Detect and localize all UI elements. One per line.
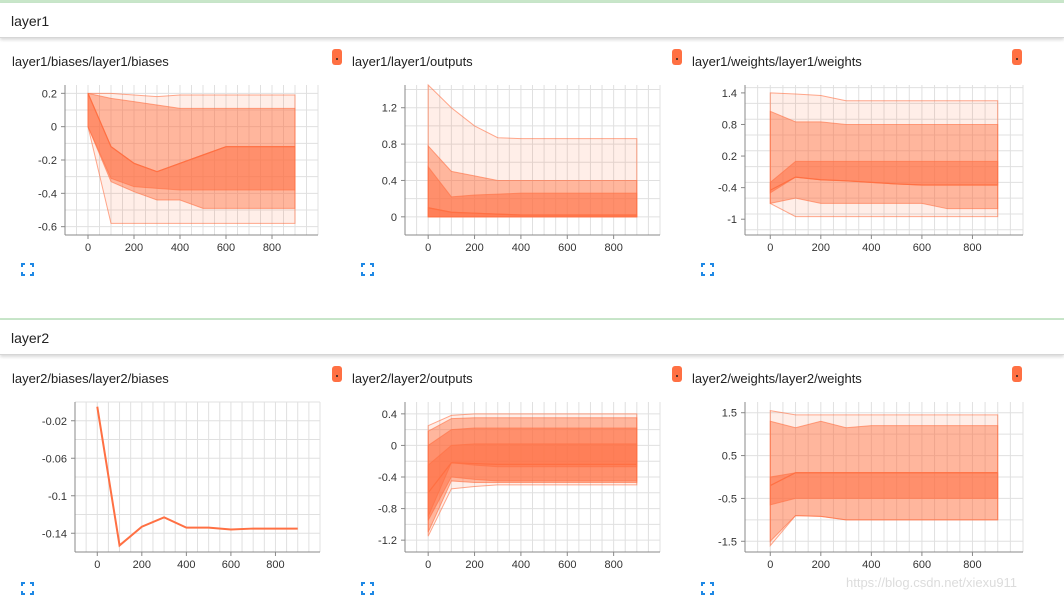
y-tick-label: 0 [51,122,57,134]
y-tick-label: 0.5 [722,451,737,463]
y-tick-label: 1.2 [382,103,397,115]
median-line [770,472,998,487]
x-tick-label: 800 [963,242,981,254]
section-title: layer2 [11,330,50,346]
histogram-chart: 0 200 400 600 800 0.4 0 -0.4 -0.8 -1.2 [378,402,661,571]
x-tick-label: 600 [558,559,576,571]
histogram-chart: 0 200 400 600 800 0.2 0 -0.2 -0.4 -0.6 [38,85,319,254]
x-tick-label: 200 [465,559,483,571]
y-tick-label: 0.8 [722,119,737,131]
chart-title: layer1/biases/layer1/biases [12,54,169,69]
y-tick-label: -0.1 [48,491,67,503]
distribution-band [427,443,638,517]
x-tick-label: 600 [913,559,931,571]
section-header-layer2[interactable]: layer2 [0,320,1064,355]
x-tick-label: 800 [266,559,284,571]
distribution-band [87,92,296,224]
x-tick-label: 0 [767,242,773,254]
x-tick-label: 800 [263,242,281,254]
x-tick-label: 600 [913,242,931,254]
y-tick-label: -1.2 [378,535,397,547]
more-vert-icon[interactable] [1012,49,1022,65]
more-vert-icon[interactable] [332,49,342,65]
y-tick-label: 0.4 [382,175,397,187]
x-tick-label: 400 [862,242,880,254]
median-line [87,93,295,173]
histogram-chart: 0 200 400 600 800 1.5 0.5 -0.5 -1.5 [718,402,1024,571]
x-tick-label: 400 [177,559,195,571]
x-tick-label: 400 [171,242,189,254]
y-tick-label: -0.4 [718,183,737,195]
x-tick-label: 800 [963,559,981,571]
x-tick-label: 0 [85,242,91,254]
y-tick-label: 0 [391,212,397,224]
distribution-band [769,110,999,210]
y-tick-label: 1.5 [722,408,737,420]
x-tick-label: 200 [812,242,830,254]
y-tick-label: 0.4 [382,409,397,421]
fullscreen-icon[interactable] [361,263,374,276]
fullscreen-icon[interactable] [21,582,34,595]
y-tick-label: 1.4 [722,88,737,100]
chart-title: layer1/weights/layer1/weights [692,54,862,69]
x-tick-label: 400 [862,559,880,571]
histogram-chart: 0 200 400 600 800 1.4 0.8 0.2 -0.4 -1 [718,85,1024,254]
more-vert-icon[interactable] [1012,366,1022,382]
y-tick-label: -0.2 [38,155,57,167]
chart-title: layer1/layer1/outputs [352,54,473,69]
y-tick-label: -0.6 [38,222,57,234]
y-tick-label: 0.8 [382,139,397,151]
median-line [428,207,637,216]
chart-title: layer2/weights/layer2/weights [692,371,862,386]
histogram-chart: 0 200 400 600 800 1.2 0.8 0.4 0 [382,83,661,254]
y-tick-label: 0.2 [42,88,57,100]
x-tick-label: 800 [604,559,622,571]
fullscreen-icon[interactable] [21,263,34,276]
median-line [96,406,298,548]
y-tick-label: -0.02 [42,416,67,428]
x-tick-label: 0 [425,559,431,571]
fullscreen-icon[interactable] [701,263,714,276]
x-tick-label: 0 [425,242,431,254]
fullscreen-icon[interactable] [701,582,714,595]
y-tick-label: -0.5 [718,493,737,505]
y-tick-label: -0.4 [38,188,57,200]
x-tick-label: 600 [222,559,240,571]
x-tick-label: 800 [604,242,622,254]
y-tick-label: -1.5 [718,536,737,548]
section-header-layer1[interactable]: layer1 [0,3,1064,38]
fullscreen-icon[interactable] [361,582,374,595]
x-tick-label: 600 [217,242,235,254]
chart-title: layer2/biases/layer2/biases [12,371,169,386]
x-tick-label: 400 [512,242,530,254]
y-tick-label: -1 [727,214,737,226]
section-title: layer1 [11,13,50,29]
x-tick-label: 400 [512,559,530,571]
more-vert-icon[interactable] [672,366,682,382]
chart-title: layer2/layer2/outputs [352,371,473,386]
y-tick-label: 0 [391,440,397,452]
x-tick-label: 0 [94,559,100,571]
median-line [769,176,998,191]
y-tick-label: -0.06 [42,453,67,465]
x-tick-label: 0 [767,559,773,571]
y-tick-label: -0.14 [42,528,67,540]
histogram-chart: 0 200 400 600 800 -0.02 -0.06 -0.1 -0.14 [42,401,321,571]
x-tick-label: 600 [558,242,576,254]
y-tick-label: -0.4 [378,472,397,484]
more-vert-icon[interactable] [672,49,682,65]
y-tick-label: 0.2 [722,151,737,163]
x-tick-label: 200 [125,242,143,254]
x-tick-label: 200 [812,559,830,571]
median-line [427,462,637,494]
more-vert-icon[interactable] [332,366,342,382]
section-separator [0,318,1064,320]
top-accent-line [0,0,1064,3]
watermark: https://blog.csdn.net/xiexu911 [846,575,1018,590]
x-tick-label: 200 [133,559,151,571]
x-tick-label: 200 [465,242,483,254]
y-tick-label: -0.8 [378,504,397,516]
distribution-band [769,92,999,218]
